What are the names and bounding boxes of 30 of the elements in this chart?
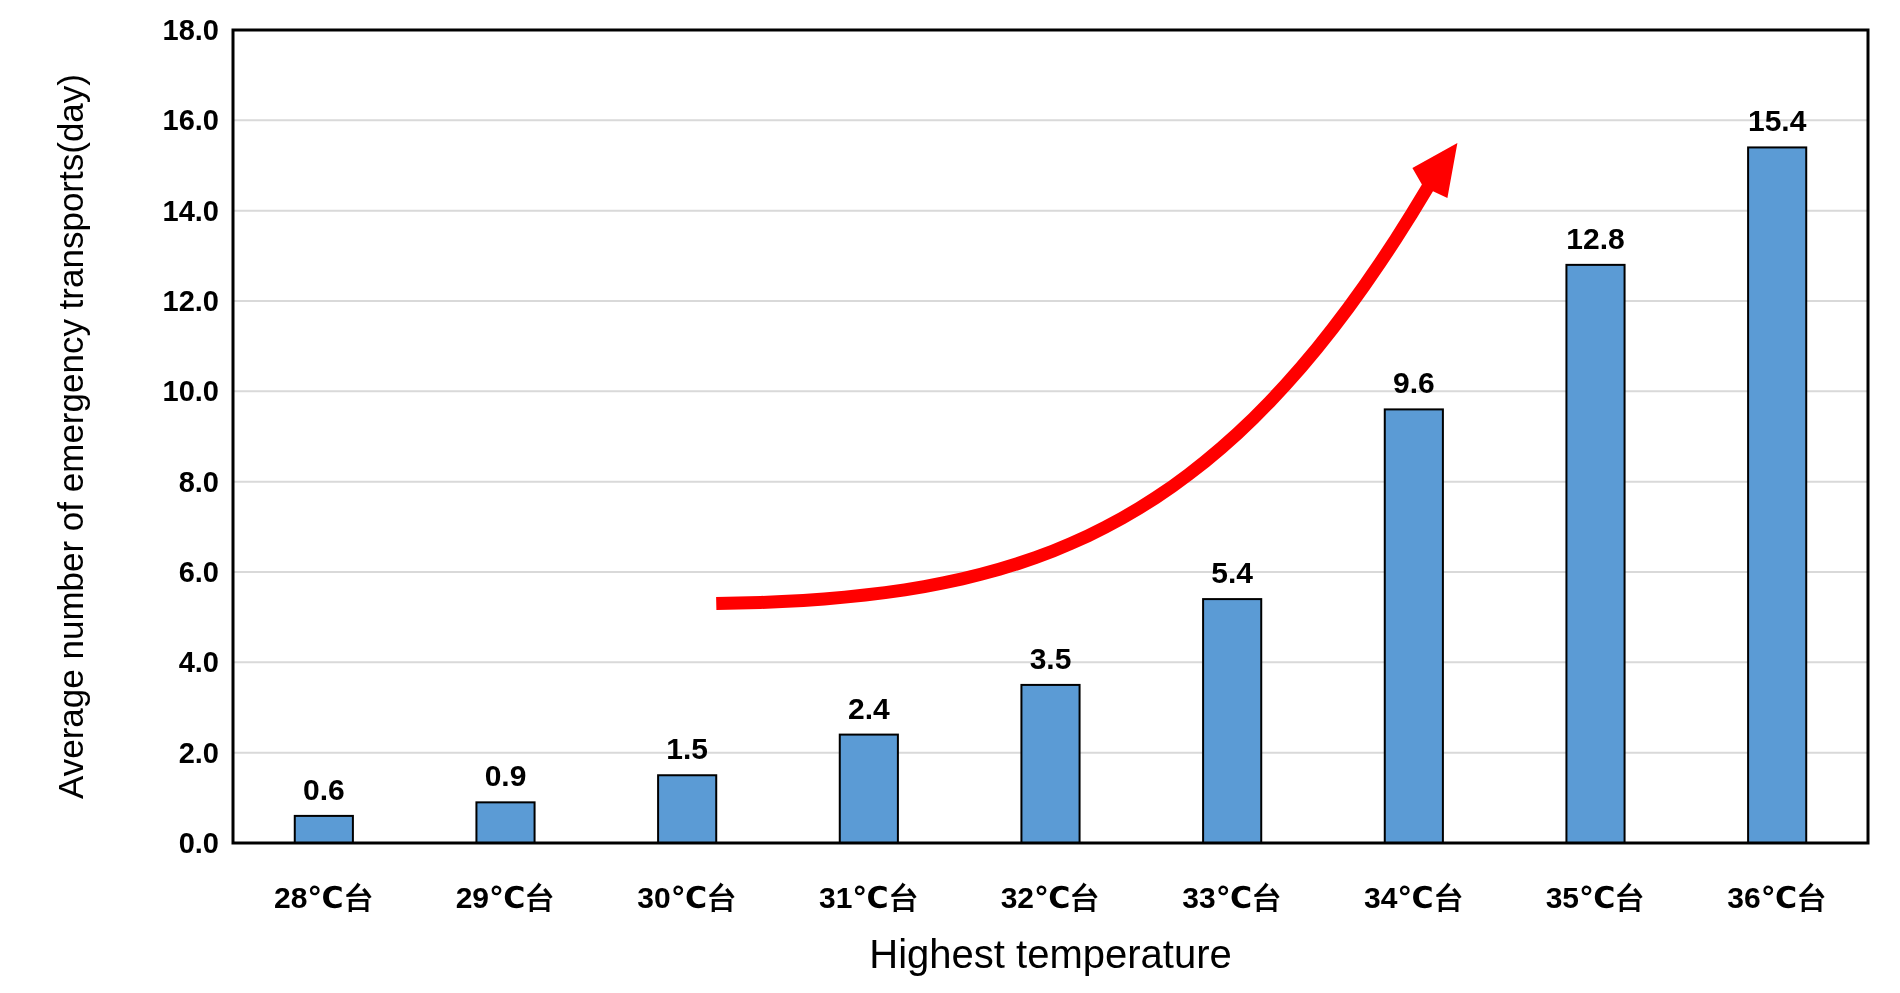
x-tick-label: 30℃台 bbox=[637, 881, 738, 914]
x-tick-label: 29℃台 bbox=[455, 881, 556, 914]
x-tick-label: 35℃台 bbox=[1545, 881, 1646, 914]
y-tick-label: 18.0 bbox=[162, 14, 219, 47]
y-tick-label: 14.0 bbox=[162, 194, 219, 227]
y-tick-label: 8.0 bbox=[178, 465, 219, 498]
y-tick-label: 16.0 bbox=[162, 104, 219, 137]
x-tick-label: 28℃台 bbox=[273, 881, 374, 914]
x-tick-label: 36℃台 bbox=[1727, 881, 1828, 914]
x-tick-label: 32℃台 bbox=[1000, 881, 1101, 914]
x-tick-label: 34℃台 bbox=[1363, 881, 1464, 914]
data-label: 15.4 bbox=[1747, 104, 1807, 138]
y-axis-title: Average number of emergency transports(day) bbox=[51, 74, 90, 799]
data-label: 9.6 bbox=[1392, 366, 1435, 400]
data-label: 12.8 bbox=[1566, 221, 1625, 255]
x-tick-label: 33℃台 bbox=[1182, 881, 1283, 914]
data-label: 2.4 bbox=[847, 691, 890, 725]
x-tick-label: 31℃台 bbox=[818, 881, 919, 914]
data-label: 1.5 bbox=[666, 732, 709, 766]
y-tick-label: 4.0 bbox=[178, 646, 219, 679]
x-axis-title: Highest temperature bbox=[869, 932, 1232, 976]
y-tick-label: 12.0 bbox=[162, 285, 219, 318]
y-tick-label: 6.0 bbox=[178, 556, 219, 589]
data-label: 5.4 bbox=[1211, 556, 1254, 590]
y-tick-label: 10.0 bbox=[162, 375, 219, 408]
y-tick-label: 0.0 bbox=[178, 827, 219, 860]
y-tick-label: 2.0 bbox=[178, 736, 219, 769]
data-label: 0.6 bbox=[302, 772, 345, 806]
data-label: 3.5 bbox=[1029, 641, 1072, 675]
data-label: 0.9 bbox=[484, 759, 527, 793]
